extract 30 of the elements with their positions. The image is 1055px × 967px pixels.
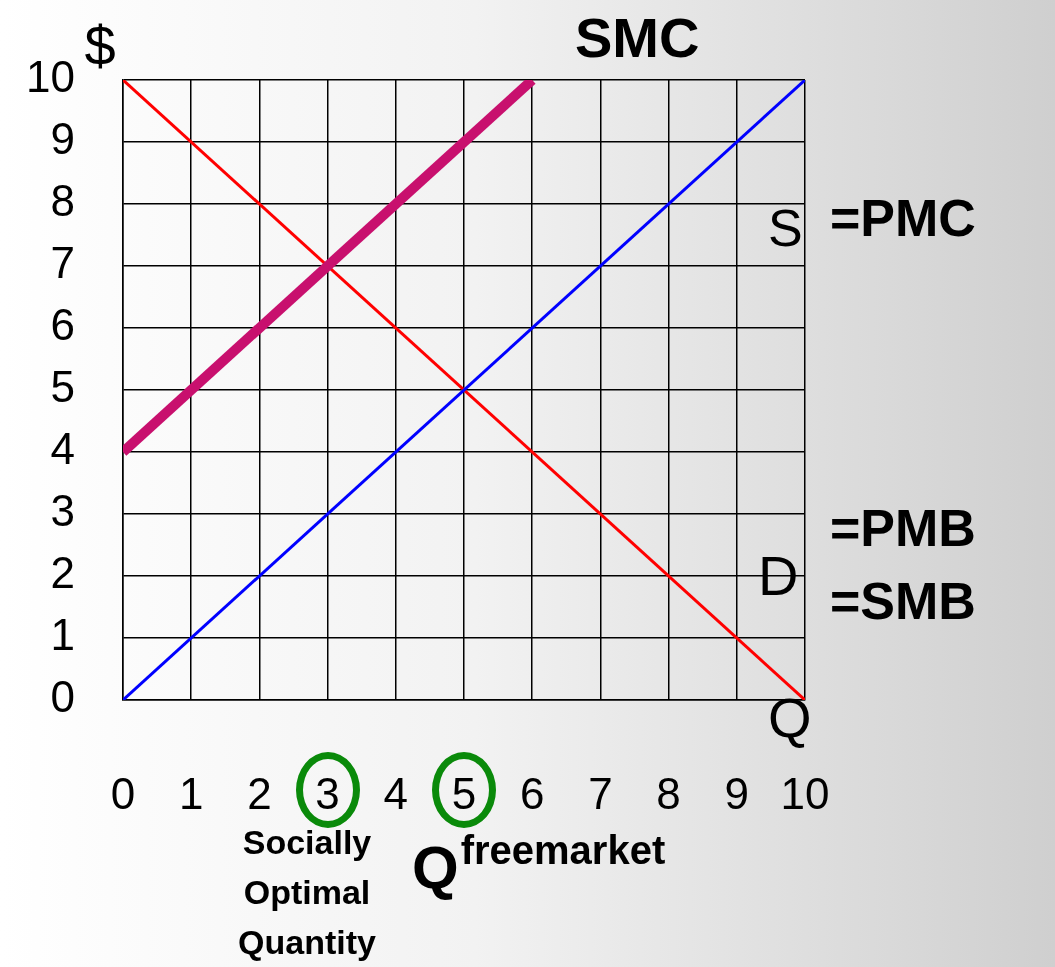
y-tick-label: 3 xyxy=(50,486,75,536)
y-tick-label: 10 xyxy=(26,52,75,102)
x-tick-label: 8 xyxy=(656,768,681,818)
x-tick-label: 6 xyxy=(519,768,545,818)
x-tick-label: 5 xyxy=(451,768,477,818)
y-tick-label: 9 xyxy=(50,114,75,164)
x-tick-label: 3 xyxy=(315,768,340,818)
x-tick-label: 2 xyxy=(247,768,272,818)
series-label: S xyxy=(768,199,803,258)
x-tick-label: 0 xyxy=(110,768,136,818)
x-axis-title: Q xyxy=(768,686,812,750)
x-tick-label: 4 xyxy=(383,768,409,818)
text: =PMB xyxy=(830,499,976,558)
y-tick-label: 1 xyxy=(50,610,75,660)
y-tick-label: 6 xyxy=(50,300,75,350)
y-axis-title: $ xyxy=(84,14,116,78)
x-tick-label: 7 xyxy=(588,768,613,818)
x-tick-label: 9 xyxy=(724,768,750,818)
y-tick-label: 8 xyxy=(50,176,75,226)
text: =PMC xyxy=(830,189,976,248)
series-label: SMC xyxy=(575,6,700,70)
y-tick-label: 5 xyxy=(50,362,75,412)
y-tick-label: 4 xyxy=(50,424,75,474)
text: =SMB xyxy=(830,572,976,631)
x-tick-label: 1 xyxy=(178,768,204,818)
y-tick-label: 7 xyxy=(50,238,75,288)
y-tick-label: 2 xyxy=(50,548,75,598)
text: Socially Optimal Quantity xyxy=(238,823,377,962)
y-tick-label: 0 xyxy=(50,672,75,722)
x-tick-label: 10 xyxy=(780,768,830,818)
